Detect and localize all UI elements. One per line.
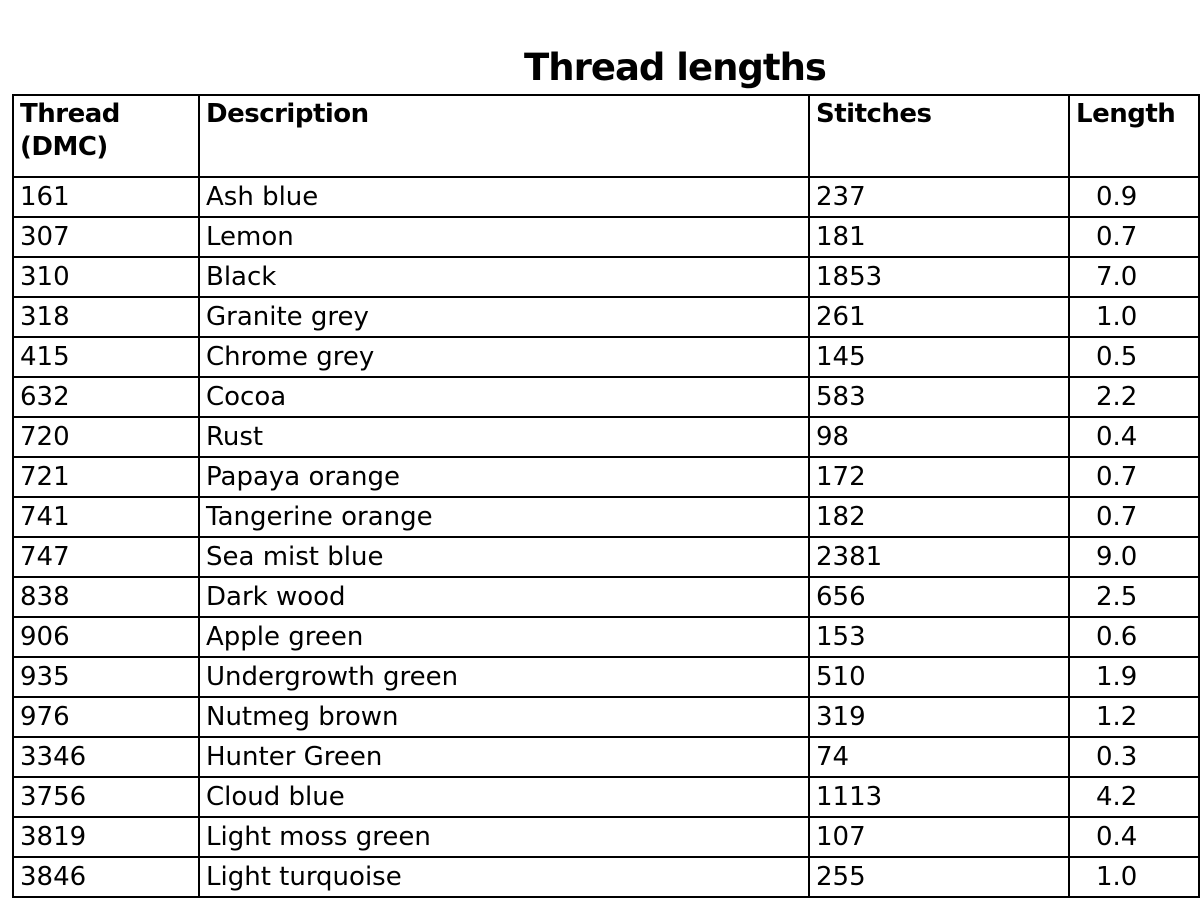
table-row: 307 Lemon 181 0.7	[12, 216, 1200, 258]
description-cell: Rust	[198, 416, 810, 458]
table-row: 721 Papaya orange 172 0.7	[12, 456, 1200, 498]
stitches-cell: 181	[808, 216, 1070, 258]
description-cell: Chrome grey	[198, 336, 810, 378]
stitches-cell: 255	[808, 856, 1070, 898]
description-cell: Cloud blue	[198, 776, 810, 818]
column-header-length: Length	[1068, 94, 1200, 178]
description-cell: Light moss green	[198, 816, 810, 858]
stitches-cell: 319	[808, 696, 1070, 738]
description-cell: Ash blue	[198, 176, 810, 218]
table-row: 741 Tangerine orange 182 0.7	[12, 496, 1200, 538]
length-cell: 2.2	[1068, 376, 1200, 418]
thread-cell: 906	[12, 616, 200, 658]
thread-cell: 3756	[12, 776, 200, 818]
length-cell: 0.7	[1068, 456, 1200, 498]
table-row: 720 Rust 98 0.4	[12, 416, 1200, 458]
stitches-cell: 656	[808, 576, 1070, 618]
description-cell: Lemon	[198, 216, 810, 258]
description-cell: Apple green	[198, 616, 810, 658]
table-row: 318 Granite grey 261 1.0	[12, 296, 1200, 338]
stitches-cell: 153	[808, 616, 1070, 658]
column-header-stitches: Stitches	[808, 94, 1070, 178]
length-cell: 2.5	[1068, 576, 1200, 618]
table-row: 3756 Cloud blue 1113 4.2	[12, 776, 1200, 818]
stitches-cell: 1113	[808, 776, 1070, 818]
table-row: 415 Chrome grey 145 0.5	[12, 336, 1200, 378]
stitches-cell: 182	[808, 496, 1070, 538]
column-header-description: Description	[198, 94, 810, 178]
stitches-cell: 1853	[808, 256, 1070, 298]
length-cell: 1.0	[1068, 856, 1200, 898]
stitches-cell: 107	[808, 816, 1070, 858]
thread-cell: 721	[12, 456, 200, 498]
thread-cell: 747	[12, 536, 200, 578]
description-cell: Granite grey	[198, 296, 810, 338]
thread-cell: 3846	[12, 856, 200, 898]
description-cell: Black	[198, 256, 810, 298]
thread-cell: 632	[12, 376, 200, 418]
thread-cell: 318	[12, 296, 200, 338]
table-row: 3846 Light turquoise 255 1.0	[12, 856, 1200, 898]
table-row: 976 Nutmeg brown 319 1.2	[12, 696, 1200, 738]
description-cell: Dark wood	[198, 576, 810, 618]
table-header-row: Thread (DMC) Description Stitches Length	[12, 94, 1200, 178]
length-cell: 0.9	[1068, 176, 1200, 218]
stitches-cell: 237	[808, 176, 1070, 218]
table-row: 935 Undergrowth green 510 1.9	[12, 656, 1200, 698]
stitches-cell: 74	[808, 736, 1070, 778]
stitches-cell: 2381	[808, 536, 1070, 578]
table-row: 906 Apple green 153 0.6	[12, 616, 1200, 658]
length-cell: 0.4	[1068, 416, 1200, 458]
description-cell: Light turquoise	[198, 856, 810, 898]
table-row: 161 Ash blue 237 0.9	[12, 176, 1200, 218]
thread-cell: 161	[12, 176, 200, 218]
table-row: 747 Sea mist blue 2381 9.0	[12, 536, 1200, 578]
thread-cell: 720	[12, 416, 200, 458]
thread-cell: 415	[12, 336, 200, 378]
length-cell: 0.5	[1068, 336, 1200, 378]
length-cell: 7.0	[1068, 256, 1200, 298]
description-cell: Tangerine orange	[198, 496, 810, 538]
thread-cell: 838	[12, 576, 200, 618]
stitches-cell: 261	[808, 296, 1070, 338]
table-row: 3819 Light moss green 107 0.4	[12, 816, 1200, 858]
thread-cell: 3346	[12, 736, 200, 778]
length-cell: 0.6	[1068, 616, 1200, 658]
column-header-thread: Thread (DMC)	[12, 94, 200, 178]
table-row: 838 Dark wood 656 2.5	[12, 576, 1200, 618]
thread-cell: 976	[12, 696, 200, 738]
length-cell: 4.2	[1068, 776, 1200, 818]
table-row: 3346 Hunter Green 74 0.3	[12, 736, 1200, 778]
length-cell: 0.7	[1068, 496, 1200, 538]
thread-cell: 741	[12, 496, 200, 538]
description-cell: Undergrowth green	[198, 656, 810, 698]
stitches-cell: 145	[808, 336, 1070, 378]
length-cell: 0.4	[1068, 816, 1200, 858]
thread-cell: 307	[12, 216, 200, 258]
table-row: 310 Black 1853 7.0	[12, 256, 1200, 298]
stitches-cell: 172	[808, 456, 1070, 498]
description-cell: Cocoa	[198, 376, 810, 418]
thread-cell: 310	[12, 256, 200, 298]
page-title: Thread lengths	[524, 46, 827, 89]
stitches-cell: 98	[808, 416, 1070, 458]
description-cell: Sea mist blue	[198, 536, 810, 578]
description-cell: Papaya orange	[198, 456, 810, 498]
length-cell: 1.9	[1068, 656, 1200, 698]
thread-lengths-table: Thread (DMC) Description Stitches Length…	[12, 94, 1200, 898]
stitches-cell: 583	[808, 376, 1070, 418]
length-cell: 9.0	[1068, 536, 1200, 578]
stitches-cell: 510	[808, 656, 1070, 698]
length-cell: 0.7	[1068, 216, 1200, 258]
description-cell: Nutmeg brown	[198, 696, 810, 738]
description-cell: Hunter Green	[198, 736, 810, 778]
thread-cell: 3819	[12, 816, 200, 858]
length-cell: 0.3	[1068, 736, 1200, 778]
length-cell: 1.2	[1068, 696, 1200, 738]
length-cell: 1.0	[1068, 296, 1200, 338]
thread-cell: 935	[12, 656, 200, 698]
table-row: 632 Cocoa 583 2.2	[12, 376, 1200, 418]
